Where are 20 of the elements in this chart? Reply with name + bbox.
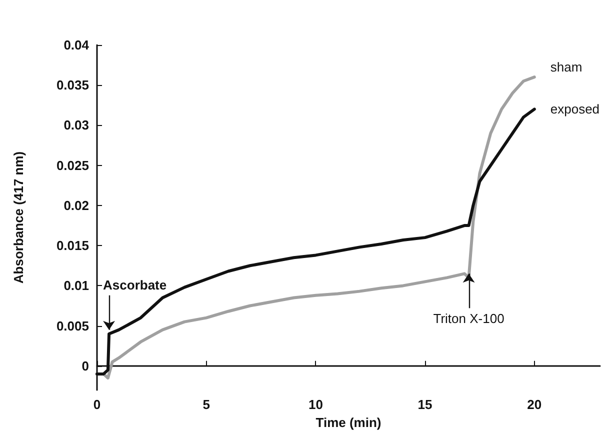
series-label: sham: [550, 60, 582, 75]
series-label: exposed: [550, 102, 600, 117]
y-tick-label: 0.005: [56, 318, 89, 334]
x-tick-label: 0: [93, 397, 101, 412]
y-tick-label: 0.035: [56, 78, 89, 93]
y-axis-title: Absorbance (417 nm): [11, 151, 26, 284]
y-tick-label: 0.025: [56, 158, 89, 173]
annotation: Triton X-100: [433, 311, 504, 326]
annotation: Ascorbate: [103, 277, 167, 292]
x-tick-label: 5: [202, 397, 210, 412]
y-tick-label: 0.02: [64, 198, 89, 213]
x-axis-title: Time (min): [316, 414, 382, 430]
x-tick-label: 20: [527, 397, 542, 412]
y-tick-label: 0: [82, 358, 89, 374]
x-tick-label: 10: [308, 397, 323, 412]
y-tick-label: 0.03: [64, 118, 89, 133]
x-tick-label: 15: [418, 397, 432, 412]
y-tick-label: 0.04: [64, 38, 90, 52]
y-tick-label: 0.015: [56, 238, 89, 254]
y-tick-label: 0.01: [64, 278, 89, 294]
